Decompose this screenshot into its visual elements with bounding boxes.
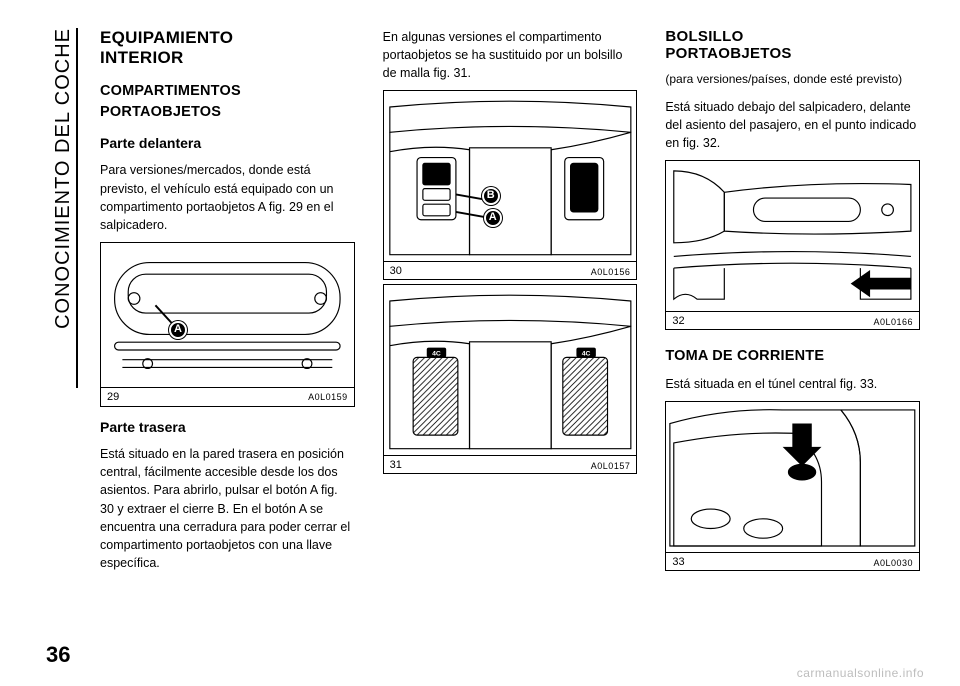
content-columns: EQUIPAMIENTO INTERIOR COMPARTIMENTOS POR…	[100, 28, 920, 628]
figure-29: A 29 A0L0159	[100, 242, 355, 407]
figure-30: B A 30 A0L0156	[383, 90, 638, 280]
manual-page: CONOCIMIENTO DEL COCHE EQUIPAMIENTO INTE…	[0, 0, 960, 686]
figure-33-code: A0L0030	[873, 557, 913, 570]
para-rear: Está situado en la pared trasera en posi…	[100, 445, 355, 572]
subheading-line-1: COMPARTIMENTOS	[100, 83, 241, 99]
subheading-compartimentos: COMPARTIMENTOS PORTAOBJETOS	[100, 81, 355, 123]
subheading-line-2: PORTAOBJETOS	[100, 104, 221, 120]
para-toma: Está situada en el túnel central fig. 33…	[665, 375, 920, 393]
figure-30-caption: 30 A0L0156	[384, 261, 637, 282]
figure-33-number: 33	[672, 555, 684, 571]
column-2: En algunas versiones el compartimento po…	[383, 28, 638, 628]
marker-a-icon: A	[169, 321, 187, 339]
column-3: BOLSILLO PORTAOBJETOS (para versiones/pa…	[665, 28, 920, 628]
figure-32-code: A0L0166	[873, 316, 913, 329]
page-number: 36	[46, 642, 70, 668]
figure-33-caption: 33 A0L0030	[666, 552, 919, 573]
subnote-versions: (para versiones/países, donde esté previ…	[665, 71, 920, 88]
figure-31-illustration: 4C 4C	[384, 285, 637, 455]
figure-31-caption: 31 A0L0157	[384, 455, 637, 476]
para-mesh-pocket: En algunas versiones el compartimento po…	[383, 28, 638, 82]
heading-parte-trasera: Parte trasera	[100, 417, 355, 437]
para-front: Para versiones/mercados, donde está prev…	[100, 161, 355, 234]
figure-32-number: 32	[672, 314, 684, 330]
figure-30-illustration	[384, 91, 637, 261]
marker-b-icon: B	[482, 187, 500, 205]
figure-31-code: A0L0157	[591, 460, 631, 473]
heading-parte-delantera: Parte delantera	[100, 133, 355, 153]
svg-text:4C: 4C	[432, 351, 441, 358]
column-1: EQUIPAMIENTO INTERIOR COMPARTIMENTOS POR…	[100, 28, 355, 628]
para-bolsillo: Está situado debajo del salpicadero, del…	[665, 98, 920, 152]
figure-30-code: A0L0156	[591, 266, 631, 279]
heading-bolsillo-l2: PORTAOBJETOS	[665, 45, 791, 62]
heading-line-1: EQUIPAMIENTO	[100, 28, 233, 47]
figure-29-code: A0L0159	[308, 391, 348, 404]
figure-31: 4C 4C 31 A0L0157	[383, 284, 638, 474]
figure-29-illustration	[101, 243, 354, 387]
svg-text:4C: 4C	[581, 351, 590, 358]
figure-33-illustration	[666, 402, 919, 552]
figure-32: 32 A0L0166	[665, 160, 920, 330]
figure-30-number: 30	[390, 264, 402, 280]
section-side-label-text: CONOCIMIENTO DEL COCHE	[52, 28, 75, 333]
figure-31-number: 31	[390, 458, 402, 474]
heading-bolsillo: BOLSILLO PORTAOBJETOS	[665, 28, 920, 63]
section-side-label: CONOCIMIENTO DEL COCHE	[50, 28, 78, 388]
figure-29-caption: 29 A0L0159	[101, 387, 354, 408]
marker-a-icon: A	[484, 209, 502, 227]
figure-29-number: 29	[107, 390, 119, 406]
figure-32-illustration	[666, 161, 919, 311]
heading-bolsillo-l1: BOLSILLO	[665, 28, 743, 45]
figure-32-caption: 32 A0L0166	[666, 311, 919, 332]
heading-equipamiento: EQUIPAMIENTO INTERIOR	[100, 28, 355, 67]
figure-33: 33 A0L0030	[665, 401, 920, 571]
heading-toma-corriente: TOMA DE CORRIENTE	[665, 346, 920, 367]
heading-line-2: INTERIOR	[100, 48, 184, 67]
watermark-text: carmanualsonline.info	[797, 666, 924, 680]
